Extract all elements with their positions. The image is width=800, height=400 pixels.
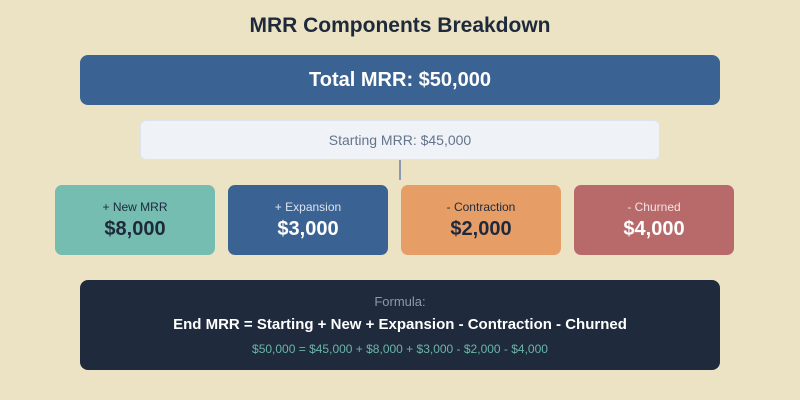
component-label: - Churned [627, 199, 681, 214]
starting-mrr-label: Starting MRR: $45,000 [328, 132, 472, 148]
connector-line [399, 160, 401, 180]
component-value: $3,000 [277, 217, 339, 240]
total-mrr-label: Total MRR: $50,000 [309, 68, 491, 91]
component-card-churned: - Churned $4,000 [574, 185, 734, 255]
component-label: + New MRR [102, 199, 168, 214]
total-mrr-box: Total MRR: $50,000 [80, 55, 720, 105]
formula-box: Formula: End MRR = Starting + New + Expa… [80, 280, 720, 370]
component-label: + Expansion [274, 199, 342, 214]
formula-label: Formula: [374, 294, 426, 309]
formula-equation: End MRR = Starting + New + Expansion - C… [173, 316, 627, 333]
component-value: $4,000 [623, 217, 685, 240]
starting-mrr-box: Starting MRR: $45,000 [140, 120, 660, 160]
component-value: $2,000 [450, 217, 512, 240]
component-value: $8,000 [104, 217, 166, 240]
component-card-new-mrr: + New MRR $8,000 [55, 185, 215, 255]
formula-calculation: $50,000 = $45,000 + $8,000 + $3,000 - $2… [252, 342, 548, 356]
component-label: - Contraction [446, 199, 516, 214]
component-card-contraction: - Contraction $2,000 [401, 185, 561, 255]
diagram-title: MRR Components Breakdown [249, 14, 551, 37]
component-card-expansion: + Expansion $3,000 [228, 185, 388, 255]
